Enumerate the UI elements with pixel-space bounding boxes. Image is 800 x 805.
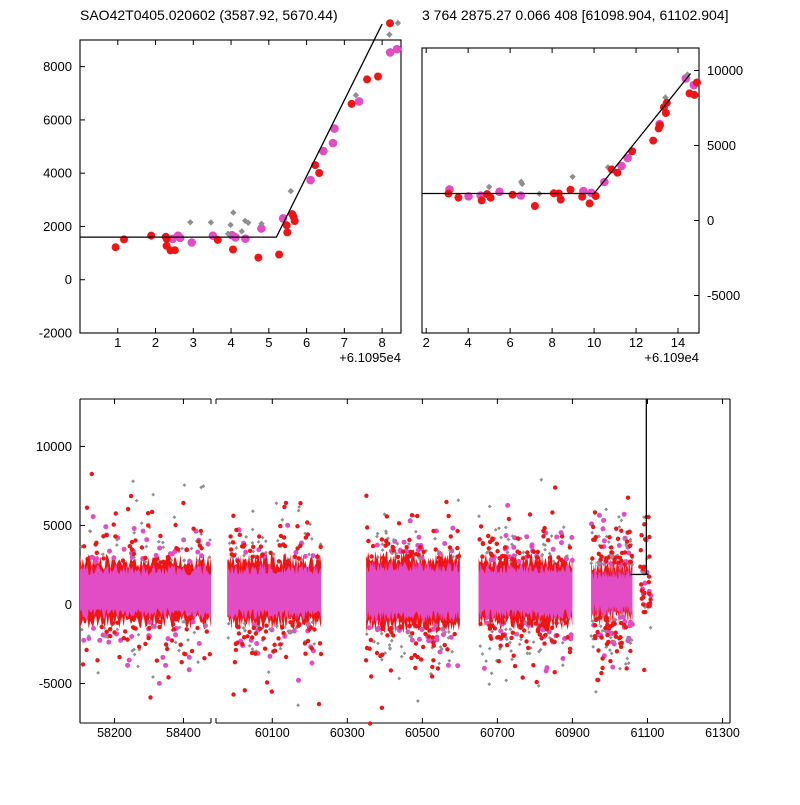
svg-text:8000: 8000 <box>43 59 72 74</box>
svg-text:0: 0 <box>65 272 72 287</box>
svg-text:60500: 60500 <box>405 726 440 740</box>
svg-text:-2000: -2000 <box>39 326 72 341</box>
svg-text:58200: 58200 <box>97 726 132 740</box>
svg-text:0: 0 <box>65 597 72 612</box>
svg-text:2000: 2000 <box>43 219 72 234</box>
svg-text:2: 2 <box>423 335 430 350</box>
svg-text:6: 6 <box>507 335 514 350</box>
svg-text:6: 6 <box>303 335 310 350</box>
svg-text:SAO42T0405.020602 (3587.92, 56: SAO42T0405.020602 (3587.92, 5670.44) <box>80 7 338 23</box>
svg-text:10000: 10000 <box>36 439 72 454</box>
svg-text:6000: 6000 <box>43 112 72 127</box>
svg-text:3 764 2875.27 0.066 408 [61098: 3 764 2875.27 0.066 408 [61098.904, 6110… <box>422 7 728 23</box>
svg-text:8: 8 <box>379 335 386 350</box>
svg-text:2: 2 <box>152 335 159 350</box>
svg-text:8: 8 <box>548 335 555 350</box>
svg-text:5: 5 <box>265 335 272 350</box>
svg-text:4: 4 <box>227 335 234 350</box>
svg-text:58400: 58400 <box>166 726 201 740</box>
svg-text:+6.1095e4: +6.1095e4 <box>339 350 401 365</box>
svg-text:+6.109e4: +6.109e4 <box>644 350 699 365</box>
svg-text:4: 4 <box>465 335 472 350</box>
svg-text:60300: 60300 <box>330 726 365 740</box>
svg-text:60100: 60100 <box>255 726 290 740</box>
svg-text:10: 10 <box>587 335 601 350</box>
svg-text:61100: 61100 <box>631 726 665 740</box>
svg-text:1: 1 <box>114 335 121 350</box>
svg-text:0: 0 <box>707 213 714 228</box>
svg-text:4000: 4000 <box>43 166 72 181</box>
svg-text:60900: 60900 <box>555 726 590 740</box>
svg-text:60700: 60700 <box>480 726 515 740</box>
svg-text:61300: 61300 <box>705 726 740 740</box>
svg-text:7: 7 <box>341 335 348 350</box>
svg-text:-5000: -5000 <box>707 288 740 303</box>
svg-text:3: 3 <box>190 335 197 350</box>
svg-text:14: 14 <box>671 335 685 350</box>
svg-text:12: 12 <box>629 335 643 350</box>
svg-text:5000: 5000 <box>43 518 72 533</box>
svg-text:10000: 10000 <box>707 63 743 78</box>
svg-text:-5000: -5000 <box>39 676 72 691</box>
svg-text:5000: 5000 <box>707 138 736 153</box>
